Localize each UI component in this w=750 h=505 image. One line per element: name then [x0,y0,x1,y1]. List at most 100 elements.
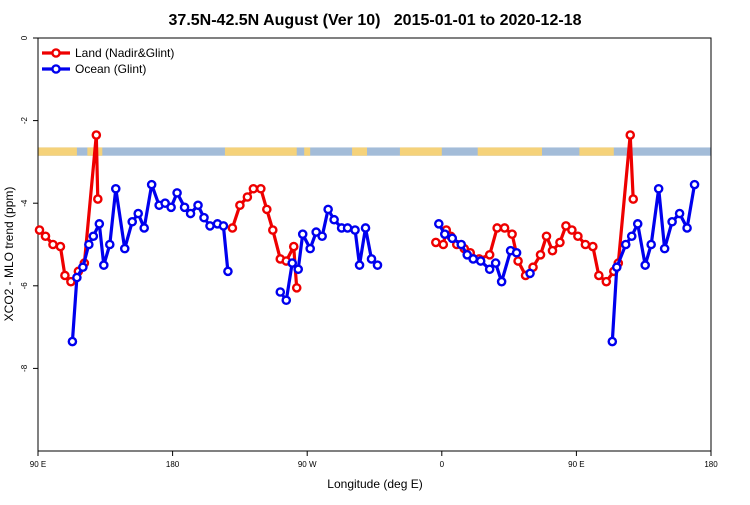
data-point [88,231,99,242]
data-point [72,272,82,283]
data-point [601,276,612,287]
data-point [626,231,637,242]
y-tick-label: -6 [20,282,29,290]
data-point [281,295,292,306]
data-point [99,260,109,270]
series-ocean [67,179,700,347]
data-point [268,225,278,235]
data-point [67,336,78,347]
x-tick-label: 90 W [298,460,317,469]
data-point [484,264,495,275]
data-point [360,223,371,233]
series-line [435,133,635,284]
data-point [84,239,94,250]
data-point [490,258,501,268]
x-tick-label: 180 [704,460,718,469]
land-segment [304,147,311,156]
data-point [317,231,327,242]
data-point [535,250,546,260]
data-point [507,229,517,239]
data-point [456,239,467,250]
legend-label: Land (Nadir&Glint) [75,46,174,60]
data-point [93,194,103,204]
data-point [60,270,70,281]
land-segment [352,147,368,156]
y-tick-label: 0 [20,35,29,40]
data-point [567,225,577,235]
data-point [91,130,102,140]
data-point [625,130,636,140]
data-point [262,204,272,215]
data-point [242,192,253,202]
data-point [94,219,105,229]
data-point [342,223,353,233]
data-point [674,208,685,219]
data-point [248,183,259,194]
data-point [179,202,190,213]
data-point [640,260,650,270]
data-point [34,225,45,235]
data-point [293,264,304,275]
data-point [354,260,365,270]
data-point [513,256,523,266]
data-point [555,237,565,248]
data-point [632,219,643,229]
x-tick-label: 0 [440,460,445,469]
data-point [628,194,639,204]
data-point [438,239,449,250]
data-point [193,200,203,211]
data-point [104,239,115,250]
data-point [185,208,196,219]
series-line [70,183,230,342]
data-point [653,183,664,194]
data-point [607,336,618,347]
chart-title: 37.5N-42.5N August (Ver 10) 2015-01-01 t… [169,12,582,29]
data-point [372,260,383,270]
data-point [682,223,692,233]
data-point [139,223,149,233]
y-axis-label: XCO2 - MLO trend (ppm) [2,187,16,322]
ocean-band [38,147,711,156]
data-point [541,231,552,242]
data-point [646,239,656,250]
data-point [475,256,486,266]
data-point [620,239,631,250]
data-point [511,247,522,258]
data-point [305,243,315,254]
data-point [484,250,495,260]
x-tick-label: 90 E [30,460,46,469]
data-point [547,245,558,256]
data-point [40,231,51,242]
x-axis-label: Longitude (deg E) [327,477,422,491]
data-point [78,262,88,273]
data-point [205,221,215,231]
data-point [172,188,182,198]
land-segment [399,147,442,156]
series-line [38,133,100,284]
data-point [227,223,238,233]
data-point [166,202,176,213]
data-point [287,258,298,268]
data-point [525,268,535,279]
data-point [291,283,302,293]
data-point [223,266,233,277]
data-point [256,183,266,194]
data-point [288,241,299,252]
series-layer [34,130,700,347]
data-point [667,216,677,227]
plot-frame [37,37,712,452]
land-segment [477,147,543,156]
data-point [659,243,670,254]
data-point [350,225,360,235]
data-point [439,229,450,239]
y-tick-label: -2 [20,116,29,124]
data-point [431,237,441,248]
legend-marker [51,64,61,74]
x-tick-label: 90 E [568,460,584,469]
data-point [218,221,229,231]
data-point [323,204,333,215]
data-point [297,229,308,239]
land-ocean-band [38,147,711,156]
land-segment [87,147,91,156]
